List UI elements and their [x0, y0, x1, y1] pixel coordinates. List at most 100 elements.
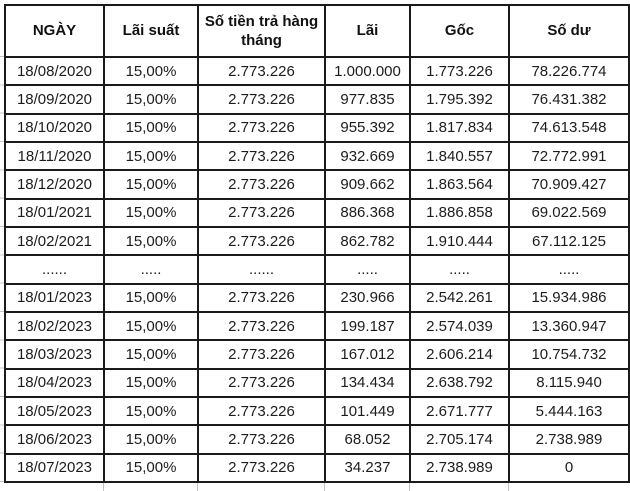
table-cell[interactable]: 1.910.444 — [409, 225, 510, 257]
table-cell[interactable]: 15.934.986 — [508, 282, 630, 313]
table-cell[interactable]: 18/01/2021 — [4, 197, 105, 228]
table-cell[interactable]: 10.754.732 — [508, 339, 630, 370]
table-cell[interactable]: 2.638.792 — [409, 367, 510, 398]
table-cell[interactable]: 68.052 — [324, 424, 411, 455]
table-cell[interactable]: 67.112.125 — [508, 225, 630, 257]
table-cell[interactable]: 199.187 — [324, 310, 411, 342]
header-cell-principal[interactable]: Gốc — [409, 4, 510, 58]
table-cell[interactable]: 2.671.777 — [409, 395, 510, 427]
table-cell[interactable]: 18/11/2020 — [4, 140, 105, 172]
table-cell[interactable]: ..... — [103, 254, 199, 285]
table-cell[interactable]: 15,00% — [103, 395, 199, 427]
table-cell[interactable]: 18/05/2023 — [4, 395, 105, 427]
table-cell[interactable]: 5.444.163 — [508, 395, 630, 427]
table-cell[interactable]: 18/02/2023 — [4, 310, 105, 342]
table-cell[interactable]: 1.773.226 — [409, 55, 510, 87]
table-cell[interactable]: 18/02/2021 — [4, 225, 105, 257]
table-cell[interactable]: 2.773.226 — [197, 395, 326, 427]
table-cell[interactable]: 862.782 — [324, 225, 411, 257]
table-cell[interactable]: 15,00% — [103, 452, 199, 483]
table-cell[interactable]: 15,00% — [103, 225, 199, 257]
table-cell[interactable]: 977.835 — [324, 84, 411, 115]
table-cell[interactable]: 15,00% — [103, 112, 199, 143]
table-cell[interactable]: 15,00% — [103, 197, 199, 228]
table-cell[interactable]: 15,00% — [103, 367, 199, 398]
table-cell[interactable]: 1.886.858 — [409, 197, 510, 228]
table-cell[interactable]: 74.613.548 — [508, 112, 630, 143]
table-cell[interactable]: 1.817.834 — [409, 112, 510, 143]
table-cell[interactable]: 2.773.226 — [197, 84, 326, 115]
table-cell[interactable]: 72.772.991 — [508, 140, 630, 172]
table-cell[interactable]: 18/06/2023 — [4, 424, 105, 455]
table-cell[interactable]: 69.022.569 — [508, 197, 630, 228]
table-cell[interactable]: ..... — [409, 254, 510, 285]
table-cell[interactable]: 909.662 — [324, 169, 411, 200]
table-cell[interactable]: 1.795.392 — [409, 84, 510, 115]
table-cell[interactable]: ...... — [4, 254, 105, 285]
table-cell[interactable]: 2.773.226 — [197, 55, 326, 87]
table-cell[interactable]: 8.115.940 — [508, 367, 630, 398]
table-cell[interactable]: 2.738.989 — [508, 424, 630, 455]
table-cell[interactable]: 2.738.989 — [409, 452, 510, 483]
table-cell[interactable]: 15,00% — [103, 310, 199, 342]
table-cell[interactable]: 18/07/2023 — [4, 452, 105, 483]
table-cell[interactable]: 18/10/2020 — [4, 112, 105, 143]
header-cell-interest-rate[interactable]: Lãi suất — [103, 4, 199, 58]
table-cell[interactable]: 18/08/2020 — [4, 55, 105, 87]
table-cell[interactable]: 167.012 — [324, 339, 411, 370]
table-cell[interactable]: 2.773.226 — [197, 367, 326, 398]
header-cell-balance[interactable]: Số dư — [508, 4, 630, 58]
table-cell[interactable]: 2.705.174 — [409, 424, 510, 455]
table-cell[interactable]: 134.434 — [324, 367, 411, 398]
table-cell[interactable]: 1.840.557 — [409, 140, 510, 172]
table-cell[interactable]: 78.226.774 — [508, 55, 630, 87]
table-cell[interactable]: 18/03/2023 — [4, 339, 105, 370]
header-cell-interest[interactable]: Lãi — [324, 4, 411, 58]
table-cell[interactable]: 2.773.226 — [197, 424, 326, 455]
table-cell[interactable]: 76.431.382 — [508, 84, 630, 115]
table-row: 18/06/2023 15,00% 2.773.226 68.052 2.705.174… — [4, 424, 630, 455]
table-cell[interactable]: 70.909.427 — [508, 169, 630, 200]
header-cell-date[interactable]: NGÀY — [4, 4, 105, 58]
table-cell[interactable]: 2.773.226 — [197, 225, 326, 257]
table-cell[interactable]: 2.574.039 — [409, 310, 510, 342]
table-cell[interactable]: 18/04/2023 — [4, 367, 105, 398]
table-cell[interactable]: 2.773.226 — [197, 169, 326, 200]
table-cell[interactable]: 2.773.226 — [197, 197, 326, 228]
table-cell[interactable]: 15,00% — [103, 424, 199, 455]
table-cell[interactable]: 1.863.564 — [409, 169, 510, 200]
table-cell[interactable]: 15,00% — [103, 169, 199, 200]
table-cell[interactable]: 15,00% — [103, 55, 199, 87]
table-cell[interactable]: 34.237 — [324, 452, 411, 483]
table-cell[interactable]: 15,00% — [103, 140, 199, 172]
table-cell[interactable]: 2.773.226 — [197, 112, 326, 143]
table-cell[interactable]: 2.773.226 — [197, 282, 326, 313]
table-cell[interactable]: 15,00% — [103, 84, 199, 115]
table-cell[interactable]: 13.360.947 — [508, 310, 630, 342]
table-cell[interactable]: 2.606.214 — [409, 339, 510, 370]
spreadsheet-gridline-stub — [409, 483, 410, 491]
table-cell[interactable]: 932.669 — [324, 140, 411, 172]
table-cell[interactable]: 2.773.226 — [197, 140, 326, 172]
table-cell[interactable]: ...... — [197, 254, 326, 285]
table-cell[interactable]: 1.000.000 — [324, 55, 411, 87]
table-cell[interactable]: 2.773.226 — [197, 339, 326, 370]
table-cell[interactable]: 18/12/2020 — [4, 169, 105, 200]
table-cell[interactable]: 18/01/2023 — [4, 282, 105, 313]
table-cell[interactable]: 18/09/2020 — [4, 84, 105, 115]
table-cell[interactable]: 955.392 — [324, 112, 411, 143]
table-cell[interactable]: 0 — [508, 452, 630, 483]
table-cell[interactable]: 230.966 — [324, 282, 411, 313]
table-row: 18/05/2023 15,00% 2.773.226 101.449 2.671.77… — [4, 395, 630, 427]
table-cell[interactable]: 15,00% — [103, 339, 199, 370]
table-cell[interactable]: 101.449 — [324, 395, 411, 427]
header-cell-monthly-payment[interactable]: Số tiền trả hàng tháng — [197, 4, 326, 58]
table-cell[interactable]: 886.368 — [324, 197, 411, 228]
table-cell[interactable]: ..... — [508, 254, 630, 285]
spreadsheet-gridline-stub — [103, 483, 104, 491]
table-cell[interactable]: 2.773.226 — [197, 452, 326, 483]
table-cell[interactable]: 2.542.261 — [409, 282, 510, 313]
table-cell[interactable]: 15,00% — [103, 282, 199, 313]
table-cell[interactable]: ..... — [324, 254, 411, 285]
table-cell[interactable]: 2.773.226 — [197, 310, 326, 342]
